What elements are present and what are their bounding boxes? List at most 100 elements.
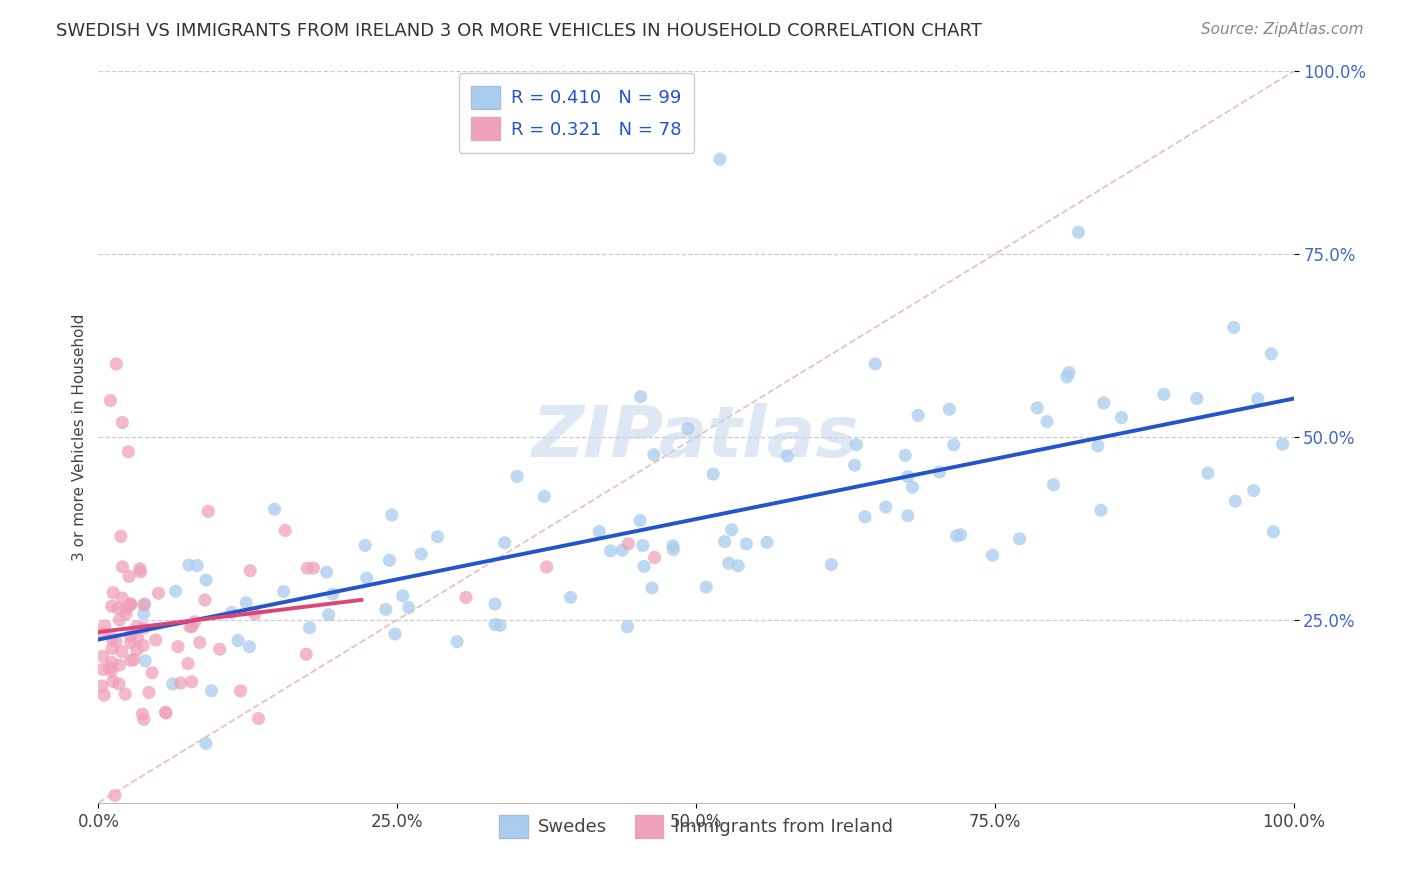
Point <box>103 586 125 600</box>
Point <box>643 448 665 462</box>
Point <box>105 634 128 648</box>
Point <box>356 571 378 585</box>
Point <box>208 642 231 657</box>
Point <box>702 467 724 481</box>
Point <box>229 684 252 698</box>
Point <box>844 458 866 473</box>
Point <box>127 631 149 645</box>
Point <box>720 523 742 537</box>
Point <box>141 665 163 680</box>
Point <box>1042 477 1064 491</box>
Point <box>494 536 516 550</box>
Point <box>195 573 218 587</box>
Point <box>162 677 184 691</box>
Point <box>98 393 122 408</box>
Point <box>1008 532 1031 546</box>
Point <box>315 565 337 579</box>
Point <box>118 569 141 583</box>
Point <box>148 586 170 600</box>
Point <box>454 591 477 605</box>
Point <box>1092 396 1115 410</box>
Point <box>1247 392 1270 406</box>
Point <box>108 658 131 673</box>
Point <box>662 542 685 557</box>
Point <box>180 674 202 689</box>
Point <box>949 528 972 542</box>
Point <box>631 538 654 552</box>
Point <box>865 357 887 371</box>
Point <box>381 508 404 522</box>
Point <box>120 598 142 612</box>
Point <box>295 647 318 661</box>
Point <box>239 564 262 578</box>
Point <box>129 565 152 579</box>
Point <box>588 524 610 539</box>
Point <box>111 559 134 574</box>
Point <box>120 636 142 650</box>
Point <box>560 591 582 605</box>
Point <box>165 584 187 599</box>
Point <box>177 558 200 572</box>
Point <box>1056 370 1078 384</box>
Point <box>709 152 731 166</box>
Point <box>111 645 134 659</box>
Text: Source: ZipAtlas.com: Source: ZipAtlas.com <box>1201 22 1364 37</box>
Point <box>644 550 666 565</box>
Point <box>1057 366 1080 380</box>
Point <box>273 584 295 599</box>
Point <box>194 736 217 750</box>
Point <box>238 640 260 654</box>
Point <box>115 607 138 621</box>
Point <box>107 601 129 615</box>
Point <box>226 633 249 648</box>
Point <box>263 502 285 516</box>
Point <box>101 641 124 656</box>
Point <box>105 357 128 371</box>
Point <box>108 613 131 627</box>
Point <box>1087 439 1109 453</box>
Point <box>1197 466 1219 480</box>
Point <box>446 634 468 648</box>
Point <box>186 558 208 573</box>
Point <box>132 639 155 653</box>
Point <box>100 656 122 670</box>
Point <box>167 640 190 654</box>
Point <box>179 620 201 634</box>
Point <box>384 627 406 641</box>
Point <box>776 449 799 463</box>
Point <box>756 535 779 549</box>
Point <box>297 561 319 575</box>
Point <box>616 620 638 634</box>
Point <box>181 619 204 633</box>
Point <box>125 643 148 657</box>
Point <box>114 687 136 701</box>
Point <box>177 657 200 671</box>
Point <box>221 606 243 620</box>
Point <box>170 676 193 690</box>
Point <box>845 438 868 452</box>
Point <box>1026 401 1049 415</box>
Point <box>820 558 842 572</box>
Point <box>536 560 558 574</box>
Point <box>612 543 634 558</box>
Point <box>98 660 121 674</box>
Point <box>942 438 965 452</box>
Text: ZIPatlas: ZIPatlas <box>533 402 859 472</box>
Point <box>247 711 270 725</box>
Point <box>1185 392 1208 406</box>
Point <box>717 556 740 570</box>
Point <box>125 619 148 633</box>
Point <box>100 664 122 678</box>
Point <box>354 538 377 552</box>
Point <box>298 621 321 635</box>
Point <box>120 629 142 643</box>
Legend: Swedes, Immigrants from Ireland: Swedes, Immigrants from Ireland <box>492 807 900 845</box>
Point <box>111 591 134 605</box>
Point <box>120 653 142 667</box>
Point <box>128 562 150 576</box>
Point <box>120 597 142 611</box>
Point <box>104 789 127 803</box>
Point <box>928 465 950 479</box>
Point <box>901 480 924 494</box>
Point <box>1243 483 1265 498</box>
